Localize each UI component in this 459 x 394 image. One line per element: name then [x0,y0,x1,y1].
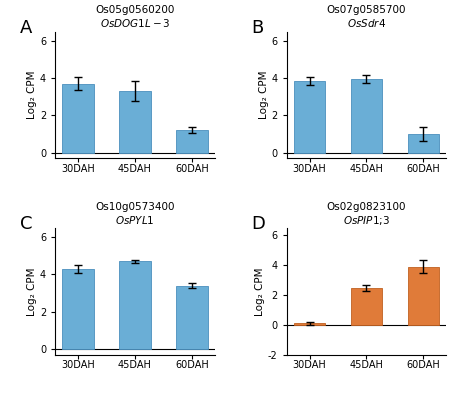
Text: A: A [20,19,33,37]
Title: Os05g0560200
$\it{OsDOG1L-3}$: Os05g0560200 $\it{OsDOG1L-3}$ [95,6,174,30]
Bar [62,269,94,349]
Bar [62,84,94,152]
Bar [293,323,325,325]
Bar [119,91,150,152]
Bar [176,286,207,349]
Text: C: C [20,215,33,233]
Y-axis label: Log₂ CPM: Log₂ CPM [254,267,264,316]
Bar [407,267,438,325]
Y-axis label: Log₂ CPM: Log₂ CPM [258,71,268,119]
Text: B: B [251,19,263,37]
Bar [176,130,207,152]
Bar [293,81,325,152]
Title: Os02g0823100
$\it{OsPIP1}$;$\it{3}$: Os02g0823100 $\it{OsPIP1}$;$\it{3}$ [326,202,405,227]
Y-axis label: Log₂ CPM: Log₂ CPM [27,71,37,119]
Bar [350,288,381,325]
Bar [350,79,381,152]
Title: Os10g0573400
$\it{OsPYL1}$: Os10g0573400 $\it{OsPYL1}$ [95,202,174,226]
Y-axis label: Log₂ CPM: Log₂ CPM [27,267,37,316]
Title: Os07g0585700
$\it{OsSdr4}$: Os07g0585700 $\it{OsSdr4}$ [326,6,405,30]
Bar [119,262,150,349]
Bar [407,134,438,152]
Text: D: D [251,215,265,233]
